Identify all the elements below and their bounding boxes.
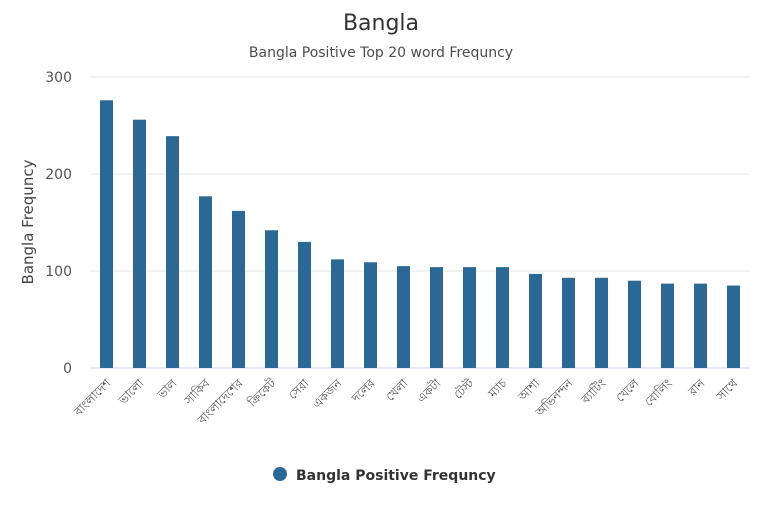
y-axis-title: Bangla Frequncy <box>19 159 37 284</box>
bar[interactable] <box>232 210 245 368</box>
x-tick-label: ম্যাচ <box>485 376 510 401</box>
x-tick-label: দলের <box>348 376 378 406</box>
legend-marker <box>273 467 287 481</box>
bar[interactable] <box>430 267 443 368</box>
y-axis-ticks: 0 100 200 300 <box>45 70 72 377</box>
x-tick-label: রান <box>685 376 708 399</box>
bar[interactable] <box>166 136 179 368</box>
bar[interactable] <box>661 283 674 368</box>
bar[interactable] <box>496 267 509 368</box>
bar[interactable] <box>199 196 212 368</box>
bar[interactable] <box>562 277 575 368</box>
x-tick-label: ভালো <box>115 376 147 408</box>
bar[interactable] <box>463 267 476 368</box>
bar[interactable] <box>628 280 641 368</box>
chart-subtitle: Bangla Positive Top 20 word Frequncy <box>249 45 513 61</box>
bar[interactable] <box>397 266 410 368</box>
bar[interactable] <box>265 230 278 368</box>
y-tick-label: 100 <box>45 264 72 280</box>
y-tick-label: 300 <box>45 70 72 86</box>
x-tick-label: ভাল <box>154 375 180 401</box>
bar[interactable] <box>595 277 608 368</box>
x-tick-label: সাথে <box>713 376 741 404</box>
bar[interactable] <box>298 241 311 368</box>
x-tick-label: বাংলাদেশ <box>70 376 114 420</box>
x-tick-label: খেলে <box>613 375 642 404</box>
x-tick-label: বোলিং <box>642 376 675 409</box>
legend[interactable]: Bangla Positive Frequncy <box>273 467 496 484</box>
bar[interactable] <box>133 119 146 369</box>
gridlines <box>90 76 750 369</box>
x-tick-label: ব্যাটিং <box>578 376 609 407</box>
bar[interactable] <box>364 262 377 368</box>
x-tick-label: সেরা <box>286 376 312 402</box>
x-tick-label: টেস্ট <box>451 375 477 401</box>
legend-label: Bangla Positive Frequncy <box>296 468 496 484</box>
bar[interactable] <box>727 285 740 368</box>
y-tick-label: 200 <box>45 167 72 183</box>
x-tick-label: খেলা <box>383 376 411 404</box>
bar[interactable] <box>331 259 344 368</box>
bar[interactable] <box>529 273 542 368</box>
x-tick-label: একজন <box>310 376 346 412</box>
bar[interactable] <box>100 100 113 368</box>
x-tick-label: একটা <box>414 376 444 406</box>
x-tick-label: আশা <box>515 376 543 404</box>
bars <box>100 100 740 369</box>
chart-title: Bangla <box>343 11 419 36</box>
x-axis-ticks: বাংলাদেশ ভালো ভাল সাকিববাংলাদেশের ক্রিকেট সের… <box>70 375 740 427</box>
x-tick-label: ক্রিকেট <box>245 376 279 410</box>
y-tick-label: 0 <box>63 361 72 377</box>
bar[interactable] <box>694 283 707 368</box>
